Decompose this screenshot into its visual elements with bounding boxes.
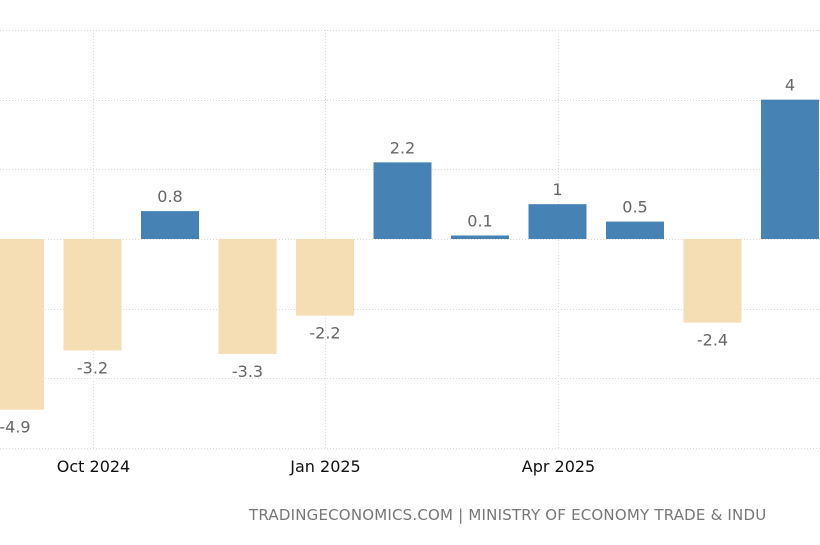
data-label: -3.3 bbox=[232, 362, 263, 381]
data-label: -3.2 bbox=[77, 358, 108, 377]
x-tick-label: Apr 2025 bbox=[522, 457, 595, 476]
bar bbox=[606, 221, 664, 239]
data-label: 0.1 bbox=[467, 212, 492, 231]
data-label: 1 bbox=[552, 180, 562, 199]
x-tick-label: Jan 2025 bbox=[289, 457, 360, 476]
data-label: 0.5 bbox=[622, 198, 647, 217]
data-label: 2.2 bbox=[390, 138, 415, 157]
data-label: 0.8 bbox=[157, 187, 182, 206]
x-axis-ticks: Oct 2024 Jan 2025 Apr 2025 bbox=[57, 457, 595, 476]
bar bbox=[141, 211, 199, 239]
data-label: 4 bbox=[785, 76, 795, 95]
grid-lines bbox=[0, 30, 820, 449]
x-tick-label: Oct 2024 bbox=[57, 457, 130, 476]
bar bbox=[63, 239, 122, 351]
data-labels: -4.9 -3.2 0.8 -3.3 -2.2 2.2 0.1 1 0.5 -2.4 4 bbox=[0, 76, 795, 437]
bar bbox=[761, 99, 819, 240]
bar bbox=[528, 204, 587, 239]
data-label: -2.2 bbox=[309, 324, 340, 343]
bar bbox=[296, 239, 354, 316]
bar bbox=[373, 162, 432, 239]
source-attribution: TRADINGECONOMICS.COM | MINISTRY OF ECONO… bbox=[249, 506, 767, 524]
data-label: -4.9 bbox=[0, 418, 31, 437]
bars bbox=[0, 99, 819, 410]
data-label: -2.4 bbox=[697, 331, 728, 350]
bar bbox=[451, 235, 509, 239]
bar bbox=[0, 239, 44, 410]
bar bbox=[218, 239, 277, 354]
bar bbox=[683, 239, 742, 323]
